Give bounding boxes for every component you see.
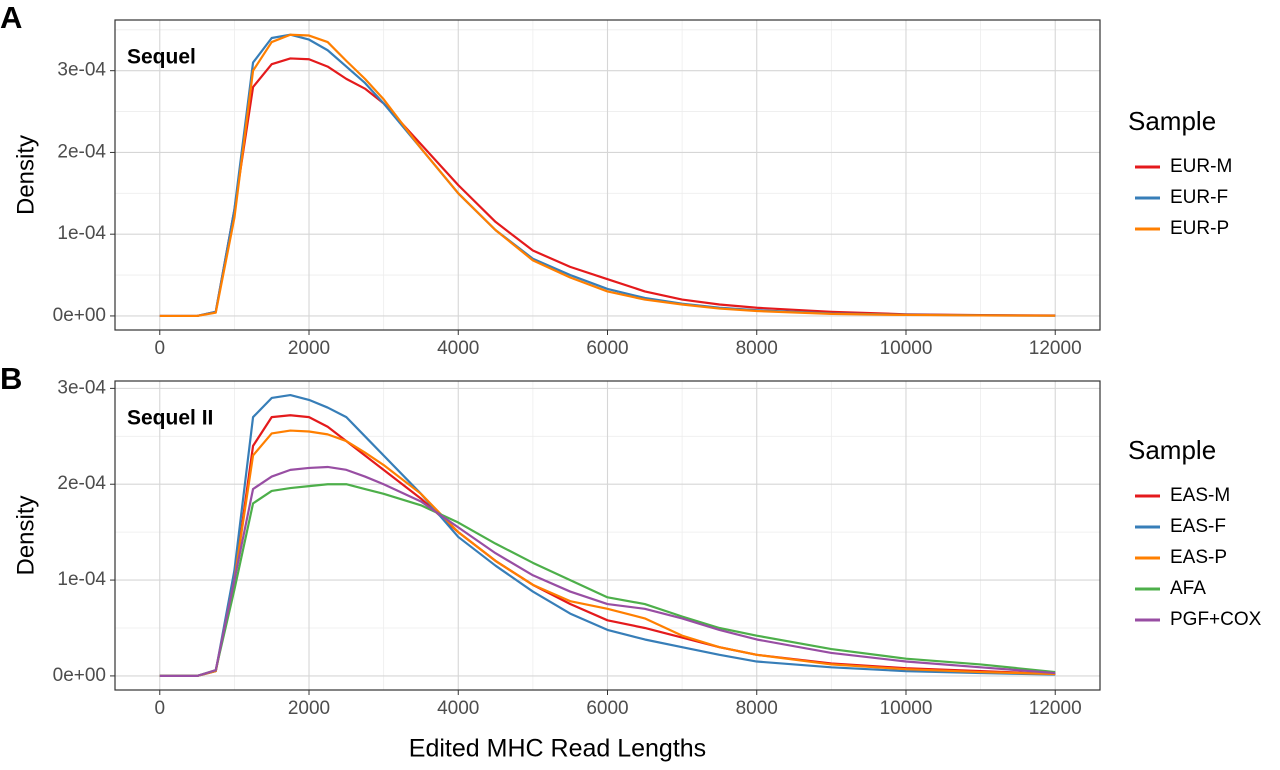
- annotation: Sequel: [127, 46, 196, 69]
- legend-label: EAS-F: [1170, 516, 1226, 537]
- x-tick-label: 10000: [880, 698, 933, 719]
- legend-title: Sample: [1128, 106, 1216, 136]
- legend-label: AFA: [1170, 578, 1206, 599]
- y-tick-label: 1e-04: [57, 569, 106, 590]
- x-tick-label: 2000: [288, 698, 330, 719]
- y-axis-title: Density: [12, 135, 39, 215]
- x-tick-label: 8000: [736, 698, 778, 719]
- y-tick-label: 0e+00: [53, 305, 106, 326]
- y-tick-label: 2e-04: [57, 141, 106, 162]
- x-tick-label: 10000: [880, 338, 933, 359]
- x-tick-label: 2000: [288, 338, 330, 359]
- x-tick-label: 12000: [1029, 698, 1082, 719]
- y-tick-label: 3e-04: [57, 377, 106, 398]
- legend-title: Sample: [1128, 435, 1216, 465]
- x-tick-label: 6000: [586, 698, 628, 719]
- legend-label: EAS-P: [1170, 547, 1227, 568]
- annotation: Sequel II: [127, 407, 213, 430]
- panel-label: A: [0, 0, 22, 35]
- density-line: [159, 33, 1056, 318]
- y-axis-title: Density: [12, 495, 39, 575]
- panel-border: [114, 19, 1101, 331]
- panel-border: [114, 380, 1101, 691]
- legend-label: PGF+COX: [1170, 609, 1262, 630]
- density-line: [159, 465, 1056, 678]
- legend-label: EUR-P: [1170, 218, 1229, 239]
- panel-label: B: [0, 361, 22, 396]
- x-tick-label: 8000: [736, 338, 778, 359]
- x-tick-label: 0: [154, 698, 165, 719]
- density-line: [159, 57, 1056, 318]
- x-axis-title: Edited MHC Read Lengths: [409, 735, 706, 763]
- x-tick-label: 12000: [1029, 338, 1082, 359]
- x-tick-label: 4000: [437, 698, 479, 719]
- y-tick-label: 1e-04: [57, 223, 106, 244]
- legend-label: EUR-M: [1170, 156, 1232, 177]
- y-tick-label: 2e-04: [57, 473, 106, 494]
- x-tick-label: 0: [154, 338, 165, 359]
- x-tick-label: 4000: [437, 338, 479, 359]
- y-tick-label: 0e+00: [53, 665, 106, 686]
- legend-label: EAS-M: [1170, 485, 1230, 506]
- legend-label: EUR-F: [1170, 187, 1228, 208]
- x-tick-label: 6000: [586, 338, 628, 359]
- y-tick-label: 3e-04: [57, 60, 106, 81]
